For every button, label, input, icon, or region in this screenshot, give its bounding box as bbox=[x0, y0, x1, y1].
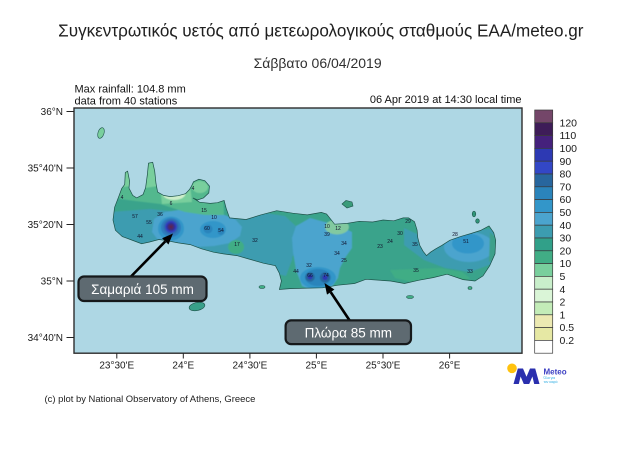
svg-text:data from 40 stations: data from 40 stations bbox=[75, 96, 178, 108]
svg-text:54: 54 bbox=[218, 228, 224, 234]
svg-text:32: 32 bbox=[252, 238, 258, 244]
svg-text:60: 60 bbox=[204, 226, 210, 232]
svg-text:1: 1 bbox=[560, 309, 566, 321]
svg-text:Σάββατο 06/04/2019: Σάββατο 06/04/2019 bbox=[254, 55, 382, 71]
svg-text:24: 24 bbox=[387, 239, 393, 245]
svg-text:24°E: 24°E bbox=[172, 361, 194, 372]
svg-text:44: 44 bbox=[137, 234, 143, 240]
svg-text:24°30'E: 24°30'E bbox=[232, 361, 267, 372]
svg-text:26°E: 26°E bbox=[439, 361, 461, 372]
svg-text:25: 25 bbox=[341, 258, 347, 264]
svg-text:Σαμαριά 105 mm: Σαμαριά 105 mm bbox=[91, 282, 194, 297]
svg-text:30: 30 bbox=[397, 231, 403, 237]
svg-text:110: 110 bbox=[560, 130, 577, 142]
svg-text:30: 30 bbox=[560, 233, 572, 245]
svg-text:51: 51 bbox=[463, 239, 469, 245]
svg-text:35: 35 bbox=[412, 242, 418, 248]
svg-text:23: 23 bbox=[377, 244, 383, 250]
svg-text:60: 60 bbox=[560, 194, 572, 206]
svg-text:0.5: 0.5 bbox=[560, 322, 575, 334]
svg-text:Πλώρα 85 mm: Πλώρα 85 mm bbox=[305, 326, 392, 341]
svg-text:35°40'N: 35°40'N bbox=[28, 164, 63, 175]
svg-text:2: 2 bbox=[560, 297, 566, 309]
svg-text:34°40'N: 34°40'N bbox=[28, 333, 63, 344]
svg-text:39: 39 bbox=[324, 232, 330, 238]
svg-text:15: 15 bbox=[201, 208, 207, 214]
svg-text:90: 90 bbox=[560, 156, 572, 168]
svg-text:55: 55 bbox=[146, 220, 152, 226]
svg-text:12: 12 bbox=[335, 226, 341, 232]
svg-text:6: 6 bbox=[170, 201, 173, 207]
svg-text:10: 10 bbox=[324, 224, 330, 230]
svg-text:28: 28 bbox=[452, 232, 458, 238]
svg-text:57: 57 bbox=[132, 214, 138, 220]
svg-text:36°N: 36°N bbox=[41, 107, 63, 118]
svg-text:10: 10 bbox=[211, 215, 217, 221]
svg-text:4: 4 bbox=[192, 186, 195, 192]
svg-text:Συγκεντρωτικός υετός από μετεω: Συγκεντρωτικός υετός από μετεωρολογικούς… bbox=[58, 22, 584, 41]
svg-text:34: 34 bbox=[334, 251, 340, 257]
svg-text:4: 4 bbox=[121, 195, 124, 201]
svg-text:44: 44 bbox=[293, 269, 299, 275]
svg-text:35°N: 35°N bbox=[41, 277, 63, 288]
svg-text:(c) plot by National Observato: (c) plot by National Observatory of Athe… bbox=[45, 394, 256, 405]
svg-text:23°30'E: 23°30'E bbox=[99, 361, 134, 372]
svg-text:20: 20 bbox=[560, 245, 572, 257]
svg-text:34: 34 bbox=[341, 241, 347, 247]
svg-text:70: 70 bbox=[560, 181, 572, 193]
svg-text:06 Apr 2019 at 14:30 local tim: 06 Apr 2019 at 14:30 local time bbox=[370, 94, 522, 106]
svg-text:80: 80 bbox=[560, 169, 572, 181]
svg-text:25°30'E: 25°30'E bbox=[366, 361, 401, 372]
svg-text:32: 32 bbox=[306, 263, 312, 269]
svg-text:36: 36 bbox=[157, 212, 163, 218]
svg-text:Max rainfall: 104.8 mm: Max rainfall: 104.8 mm bbox=[75, 84, 186, 96]
svg-text:35°20'N: 35°20'N bbox=[28, 220, 63, 231]
svg-text:66: 66 bbox=[307, 273, 313, 279]
svg-text:5: 5 bbox=[560, 271, 566, 283]
svg-text:100: 100 bbox=[560, 143, 578, 155]
svg-text:33: 33 bbox=[467, 269, 473, 275]
svg-text:50: 50 bbox=[560, 207, 572, 219]
svg-text:29: 29 bbox=[405, 219, 411, 225]
svg-text:Meteo: Meteo bbox=[544, 368, 567, 377]
svg-text:120: 120 bbox=[560, 117, 578, 129]
svg-text:4: 4 bbox=[560, 284, 566, 296]
svg-text:40: 40 bbox=[560, 220, 572, 232]
svg-text:35: 35 bbox=[413, 268, 419, 274]
svg-text:17: 17 bbox=[234, 242, 240, 248]
svg-text:25°E: 25°E bbox=[306, 361, 328, 372]
svg-text:τον καιρό: τον καιρό bbox=[544, 380, 558, 384]
svg-text:10: 10 bbox=[560, 258, 572, 270]
svg-text:Όλα για: Όλα για bbox=[543, 376, 556, 380]
svg-text:74: 74 bbox=[323, 273, 329, 279]
svg-text:0.2: 0.2 bbox=[560, 335, 575, 347]
